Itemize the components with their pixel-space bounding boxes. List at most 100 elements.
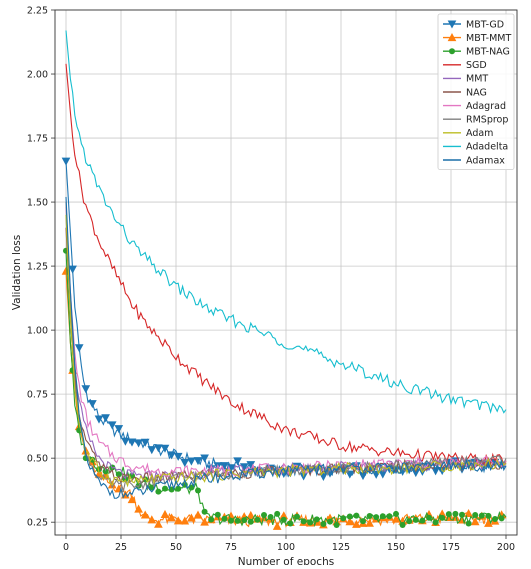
x-tick-label: 50 [170,542,182,553]
series-marker [246,510,256,519]
series-marker [187,513,196,522]
series-marker [498,515,505,522]
y-tick-label: 1.75 [27,134,48,145]
series-marker [472,512,479,519]
series-marker [187,457,196,466]
series-marker [300,518,307,525]
legend-label: Adamax [466,155,505,166]
series-marker [391,514,401,523]
series-marker [115,471,122,478]
series-marker [167,451,176,460]
series-marker [452,510,459,517]
series-marker [353,512,360,519]
series-marker [272,521,282,530]
series-marker [173,452,183,461]
series-marker [167,513,176,522]
legend-label: Adadelta [466,142,508,153]
series-marker [68,265,77,274]
series-marker [121,437,130,446]
series-marker [234,517,241,524]
legend-label: MBT-NAG [466,47,510,58]
series-marker [193,510,203,519]
series-marker [274,510,281,517]
legend-label: Adam [466,128,493,139]
legend-box [437,13,515,171]
x-tick-label: 25 [115,542,127,553]
series-marker [147,446,157,455]
legend-label: RMSprop [466,115,508,126]
legend-label: MBT-GD [466,19,504,30]
y-tick-label: 1.25 [27,262,48,273]
series-marker [200,517,209,526]
series-line [65,214,507,488]
series-marker [127,438,137,447]
series-marker [419,517,426,524]
series-marker [470,517,480,526]
series-marker [399,521,406,528]
series-marker [160,509,170,518]
series-marker [193,457,203,466]
series-marker [445,511,452,518]
y-tick-label: 0.75 [27,390,48,401]
series-marker [432,519,439,526]
series-marker [386,513,393,520]
x-tick-label: 150 [387,542,405,553]
series-marker [160,444,170,453]
series-marker [155,488,162,495]
series-marker [134,504,143,513]
series-marker [200,454,209,463]
series-marker [140,510,150,519]
series-marker [459,511,465,518]
y-tick-label: 2.00 [27,70,48,81]
series-marker [485,512,492,519]
series-marker [208,516,215,523]
axis-ticks: 0 25 50 75 100 125 150 175 200 0.25 0.50 0.75 1.00 1.… [27,6,515,554]
x-tick-label: 175 [442,542,460,553]
series-marker [345,517,355,526]
y-tick-label: 1.00 [27,326,48,337]
series-marker [154,444,163,453]
series-marker [294,513,300,520]
series-marker [327,518,333,525]
legend-marker [447,33,457,42]
series-marker [478,512,485,519]
x-tick-label: 75 [225,542,237,553]
series-marker [360,518,366,525]
series-marker [89,456,96,463]
series-marker [406,518,413,525]
series-lines [61,30,507,530]
series-marker [247,518,254,525]
legend-label: SGD [466,60,487,71]
series-marker [313,516,320,523]
series-marker [365,518,374,527]
series-marker [220,462,229,471]
series-marker [101,414,110,423]
y-tick-label: 0.25 [27,518,48,529]
series-marker [333,522,340,529]
series-marker [175,485,182,492]
series-marker [162,485,168,492]
series-marker [241,517,248,524]
series-marker [393,510,399,517]
series-marker [107,421,117,430]
series-marker [61,157,71,166]
series-marker [221,515,228,522]
series-marker [465,520,472,527]
y-tick-label: 2.25 [27,6,48,17]
x-tick-label: 0 [63,542,69,553]
series-marker [346,513,353,520]
series-marker [254,516,261,523]
legend-label: MBT-MMT [466,33,511,44]
legend-label: Adagrad [466,101,506,112]
series-marker [134,439,143,448]
series-marker [320,520,327,527]
series-marker [233,457,242,466]
series-marker [439,514,446,521]
y-axis-label: Validation loss [11,235,23,310]
series-marker [426,514,432,521]
legend: MBT-GD MBT-MMT MBT-NAG SGD MMT NAG Adagrad RMSp… [437,13,515,171]
series-line [65,30,507,415]
x-tick-label: 100 [277,542,295,553]
